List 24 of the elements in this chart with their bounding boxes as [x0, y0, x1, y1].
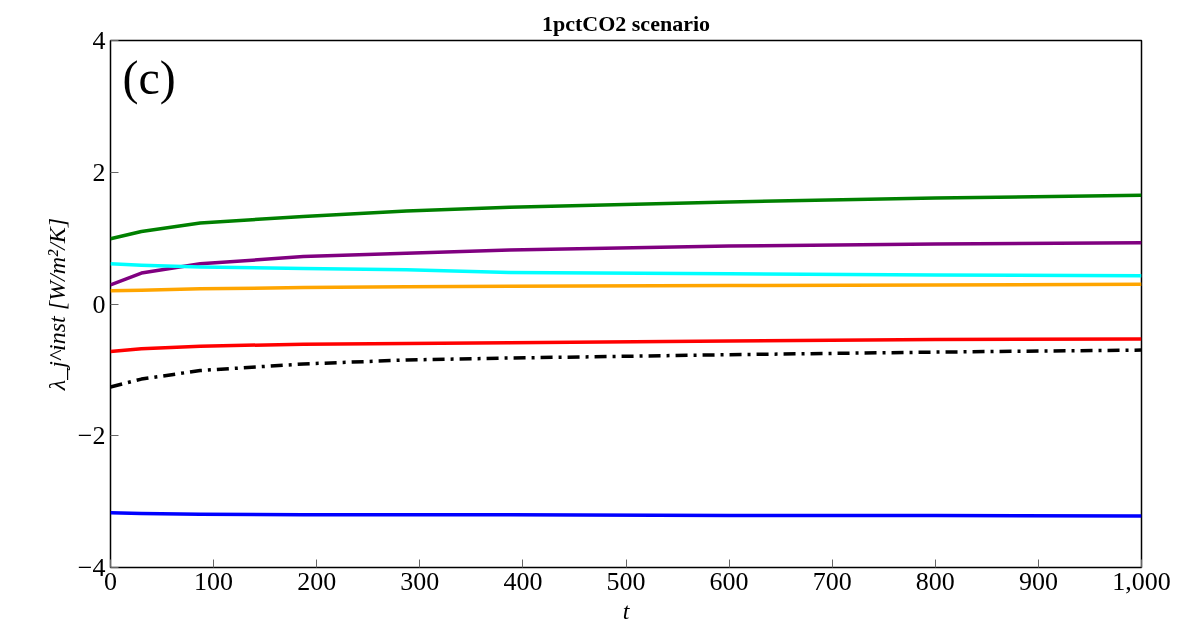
y-tick-label: −4 [77, 553, 106, 582]
line-series [110, 337, 1142, 354]
line-series [110, 262, 1142, 278]
y-tick-label: 2 [92, 157, 106, 187]
x-tick-label: 700 [812, 566, 852, 596]
line-series [110, 282, 1142, 293]
y-tick-label: 0 [92, 289, 106, 319]
line-series [110, 193, 1142, 241]
y-axis-title: λ_j^inst [W/m²/K] [43, 217, 70, 392]
y-tick-label: −2 [77, 421, 106, 451]
x-tick-label: 400 [503, 566, 543, 596]
y-tick-label: 4 [92, 26, 106, 55]
x-tick-label: 500 [606, 566, 646, 596]
x-axis-title: t [622, 597, 631, 624]
x-tick-label: 800 [915, 566, 955, 596]
chart-title: 1pctCO2 scenario [541, 10, 711, 36]
annotation: (c) [122, 50, 176, 105]
x-tick-label: 200 [297, 566, 337, 596]
x-tick-label: 600 [709, 566, 749, 596]
x-tick-label: 1,000 [1112, 566, 1171, 596]
x-tick-label: 100 [194, 566, 234, 596]
x-tick-label: 300 [400, 566, 440, 596]
x-tick-label: 900 [1018, 566, 1058, 596]
line-series [110, 240, 1142, 287]
